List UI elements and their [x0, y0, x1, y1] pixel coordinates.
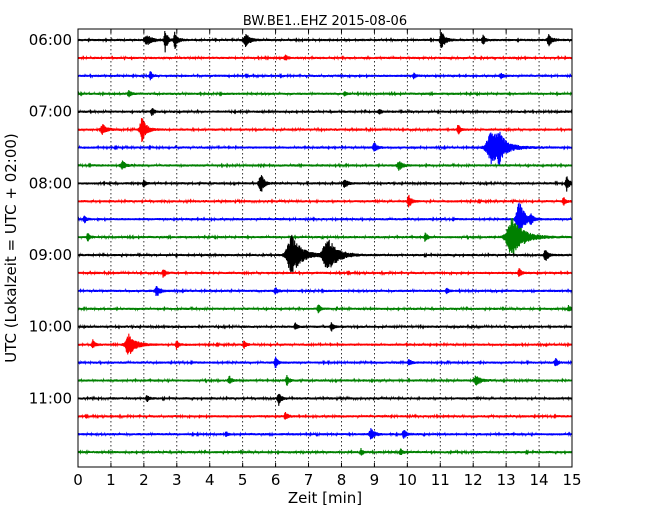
- x-tick-label-4: 4: [205, 471, 215, 489]
- x-tick-label-1: 1: [106, 471, 116, 489]
- trace-08:00: [77, 175, 573, 192]
- y-tick-label-11:00: 11:00: [29, 389, 72, 407]
- x-tick-label-10: 10: [398, 471, 417, 489]
- trace-07:45: [77, 160, 573, 171]
- plot-border: [77, 28, 573, 468]
- y-axis-ticks: 06:00 07:00 08:00 09:00 10:00 11:00: [29, 31, 572, 407]
- x-grid: [110, 29, 540, 467]
- x-tick-label-2: 2: [139, 471, 149, 489]
- x-tick-label-0: 0: [73, 471, 83, 489]
- trace-11:30: [77, 428, 573, 440]
- trace-07:30: [77, 131, 573, 165]
- trace-11:00: [77, 393, 573, 406]
- x-tick-label-5: 5: [238, 471, 248, 489]
- trace-06:15: [77, 54, 573, 61]
- trace-09:45: [77, 304, 573, 314]
- y-tick-label-07:00: 07:00: [29, 103, 72, 121]
- x-tick-label-12: 12: [464, 471, 483, 489]
- trace-06:00: [77, 30, 573, 53]
- trace-11:45: [77, 448, 573, 456]
- trace-08:45: [77, 218, 573, 255]
- x-tick-label-11: 11: [431, 471, 450, 489]
- x-tick-label-6: 6: [271, 471, 281, 489]
- x-axis-label: Zeit [min]: [288, 489, 362, 507]
- x-tick-label-9: 9: [370, 471, 380, 489]
- chart-title: BW.BE1..EHZ 2015-08-06: [243, 14, 407, 29]
- x-tick-label-8: 8: [337, 471, 347, 489]
- trace-06:45: [77, 90, 573, 98]
- x-tick-label-14: 14: [530, 471, 549, 489]
- trace-10:30: [77, 356, 573, 369]
- trace-08:30: [77, 202, 573, 235]
- y-tick-label-09:00: 09:00: [29, 246, 72, 264]
- x-axis-ticks: 0 1 2 3 4 5 6 7 8 9 10 11 12 13 14 15: [73, 29, 582, 489]
- x-tick-label-3: 3: [172, 471, 182, 489]
- trace-10:00: [77, 322, 573, 332]
- y-tick-label-06:00: 06:00: [29, 31, 72, 49]
- x-tick-label-13: 13: [497, 471, 516, 489]
- trace-07:15: [77, 118, 573, 143]
- trace-09:15: [77, 268, 573, 278]
- trace-10:45: [77, 375, 573, 386]
- trace-09:30: [77, 286, 573, 296]
- trace-10:15: [77, 333, 573, 355]
- trace-11:15: [77, 411, 573, 420]
- trace-08:15: [77, 194, 573, 208]
- x-tick-label-7: 7: [304, 471, 314, 489]
- y-tick-label-08:00: 08:00: [29, 174, 72, 192]
- traces: [77, 30, 573, 456]
- trace-09:00: [77, 234, 573, 275]
- trace-07:00: [77, 107, 573, 116]
- y-axis-label: UTC (Lokalzeit = UTC + 02:00): [2, 133, 20, 363]
- x-tick-label-15: 15: [562, 471, 581, 489]
- y-tick-label-10:00: 10:00: [29, 318, 72, 336]
- trace-06:30: [77, 71, 573, 81]
